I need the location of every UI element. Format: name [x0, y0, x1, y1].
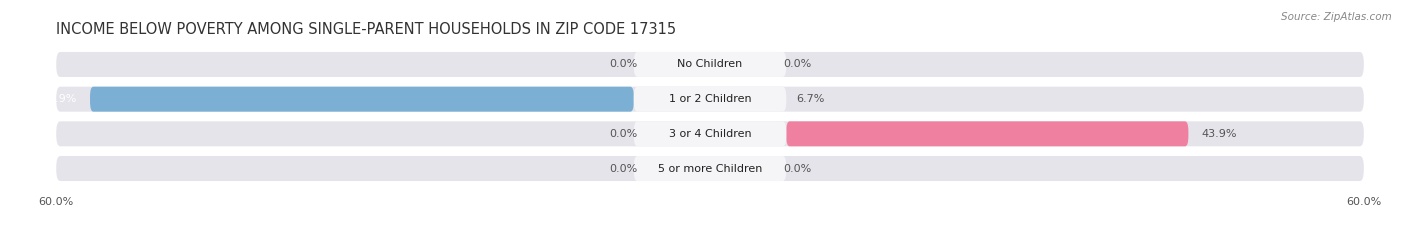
Text: INCOME BELOW POVERTY AMONG SINGLE-PARENT HOUSEHOLDS IN ZIP CODE 17315: INCOME BELOW POVERTY AMONG SINGLE-PARENT… — [56, 22, 676, 37]
FancyBboxPatch shape — [56, 87, 1364, 112]
FancyBboxPatch shape — [90, 87, 634, 112]
Text: 0.0%: 0.0% — [783, 164, 811, 174]
Text: 56.9%: 56.9% — [42, 94, 77, 104]
Text: No Children: No Children — [678, 59, 742, 69]
Text: 0.0%: 0.0% — [609, 164, 637, 174]
FancyBboxPatch shape — [634, 156, 786, 181]
Text: 5 or more Children: 5 or more Children — [658, 164, 762, 174]
Text: 6.7%: 6.7% — [796, 94, 824, 104]
FancyBboxPatch shape — [786, 121, 1188, 146]
FancyBboxPatch shape — [56, 156, 1364, 181]
FancyBboxPatch shape — [634, 87, 786, 112]
FancyBboxPatch shape — [56, 121, 1364, 146]
Text: 0.0%: 0.0% — [609, 59, 637, 69]
Text: 3 or 4 Children: 3 or 4 Children — [669, 129, 751, 139]
Text: 1 or 2 Children: 1 or 2 Children — [669, 94, 751, 104]
Text: 0.0%: 0.0% — [609, 129, 637, 139]
FancyBboxPatch shape — [634, 121, 786, 146]
FancyBboxPatch shape — [634, 52, 786, 77]
Text: 43.9%: 43.9% — [1202, 129, 1237, 139]
FancyBboxPatch shape — [56, 52, 1364, 77]
Text: 0.0%: 0.0% — [783, 59, 811, 69]
Text: Source: ZipAtlas.com: Source: ZipAtlas.com — [1281, 12, 1392, 22]
